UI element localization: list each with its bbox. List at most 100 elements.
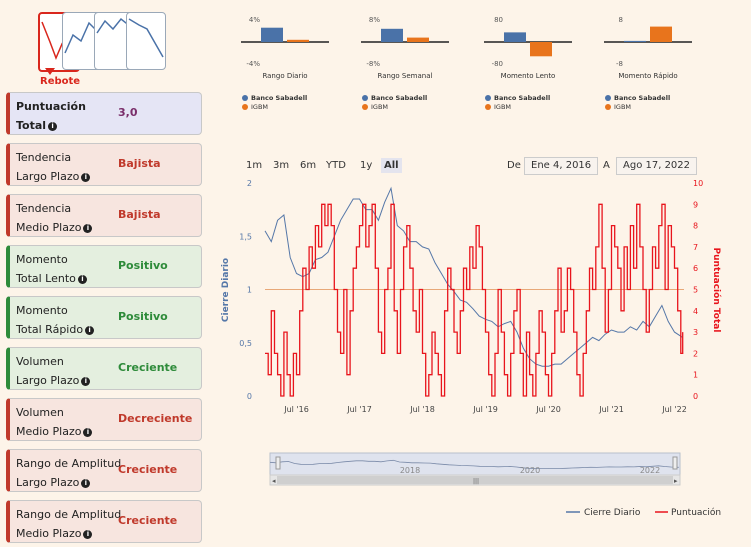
ytick-right: 6 — [693, 264, 698, 273]
info-icon[interactable]: i — [83, 427, 93, 437]
info-icon[interactable]: i — [81, 172, 91, 182]
indicator-card-label: Volumen Medio Plazo i — [16, 403, 93, 441]
pattern-thumb-4[interactable] — [126, 12, 166, 70]
indicator-card-label-line2: Medio Plazo i — [16, 422, 93, 441]
info-icon[interactable]: i — [77, 274, 87, 284]
ytick-right: 9 — [693, 200, 698, 209]
ytick-right: 0 — [693, 392, 698, 401]
indicator-card-label-line2: Medio Plazo i — [16, 218, 93, 237]
navigator-label: 2018 — [400, 466, 420, 475]
pattern-thumb-3-graphic — [96, 17, 132, 34]
mini-ytick-top: 80 — [494, 16, 503, 24]
indicator-card-value: Positivo — [118, 310, 168, 323]
to-date-input[interactable]: Ago 17, 2022 — [616, 157, 698, 175]
indicator-card-label-line2: Medio Plazo i — [16, 524, 121, 543]
indicator-card[interactable]: Momento Total Lento i Positivo — [6, 245, 202, 288]
indicator-card-label-line1: Rango de Amplitud — [16, 508, 122, 521]
mini-bar-bank — [624, 40, 646, 42]
ytick-right: 5 — [693, 286, 698, 295]
indicator-card-label-line2: Largo Plazo i — [16, 473, 121, 492]
navigator-label: 2022 — [640, 466, 660, 475]
indicator-card-label-line2: Total i — [16, 116, 86, 135]
info-icon[interactable]: i — [83, 529, 93, 539]
mini-chart-rango-diario: 4% -4% Rango Diario Banco Sabadell IGBM — [225, 8, 333, 118]
indicator-card-label: Rango de Amplitud Largo Plazo i — [16, 454, 121, 492]
ytick-right: 7 — [693, 243, 698, 252]
info-icon[interactable]: i — [81, 478, 91, 488]
pattern-thumb-2-graphic — [64, 21, 100, 54]
mini-legend-marker — [605, 95, 611, 101]
range-btn-ytd[interactable]: YTD — [326, 160, 346, 171]
info-icon[interactable]: i — [81, 376, 91, 386]
mini-legend-marker — [605, 104, 611, 110]
info-icon[interactable]: i — [83, 223, 93, 233]
xtick-label: Jul '21 — [598, 405, 624, 414]
indicator-card-value: Creciente — [118, 463, 178, 476]
xtick-label: Jul '22 — [661, 405, 687, 414]
indicator-card-label-line1: Tendencia — [16, 202, 72, 215]
indicator-card[interactable]: Volumen Medio Plazo i Decreciente — [6, 398, 202, 441]
mini-bar-index — [530, 42, 552, 57]
indicator-card-label-line1: Tendencia — [16, 151, 72, 164]
indicator-card-value: Bajista — [118, 157, 161, 170]
range-btn-all[interactable]: All — [381, 158, 402, 173]
indicator-card[interactable]: Rango de Amplitud Largo Plazo i Creciente — [6, 449, 202, 492]
ytick-right: 4 — [693, 307, 698, 316]
indicator-card[interactable]: Tendencia Medio Plazo i Bajista — [6, 194, 202, 237]
mini-ytick-bottom: -8% — [366, 60, 380, 68]
indicator-card-label: Puntuación Total i — [16, 97, 86, 135]
indicator-card[interactable]: Rango de Amplitud Medio Plazo i Creciente — [6, 500, 202, 543]
ytick-left: 2 — [247, 179, 252, 188]
info-icon[interactable]: i — [48, 121, 58, 131]
to-date-label: A — [603, 160, 610, 171]
mini-chart-momento-lento: 80 -80 Momento Lento Banco Sabadell IGBM — [468, 8, 576, 118]
mini-legend-label: Banco Sabadell — [251, 94, 307, 102]
mini-legend-label: IGBM — [251, 103, 268, 111]
mini-legend-label: IGBM — [614, 103, 631, 111]
indicator-card-value: Creciente — [118, 361, 178, 374]
ytick-left: 0,5 — [239, 339, 252, 348]
xtick-label: Jul '20 — [535, 405, 561, 414]
indicator-card-value: Bajista — [118, 208, 161, 221]
navigator-scrollbar — [269, 474, 681, 486]
indicator-card-label-line1: Momento — [16, 304, 68, 317]
range-btn-1y[interactable]: 1y — [360, 160, 373, 171]
mini-legend-label: Banco Sabadell — [614, 94, 670, 102]
series-cierre-diario — [264, 186, 683, 367]
indicator-card-label-line2: Largo Plazo i — [16, 371, 91, 390]
indicator-card-value: 3,0 — [118, 106, 138, 119]
indicator-card-label-line2: Total Lento i — [16, 269, 87, 288]
from-date-input[interactable]: Ene 4, 2016 — [524, 157, 599, 175]
ytick-left: 1,5 — [239, 232, 252, 241]
indicator-card-label: Momento Total Rápido i — [16, 301, 95, 339]
mini-chart-momento-rapido: 8 -8 Momento Rápido Banco Sabadell IGBM — [588, 8, 696, 118]
indicator-card[interactable]: Momento Total Rápido i Positivo — [6, 296, 202, 339]
range-btn-3m[interactable]: 3m — [273, 160, 290, 171]
indicator-card[interactable]: Puntuación Total i 3,0 — [6, 92, 202, 135]
mini-chart-title: Momento Lento — [501, 72, 556, 80]
indicator-card-label: Momento Total Lento i — [16, 250, 87, 288]
range-btn-1m[interactable]: 1m — [246, 160, 263, 171]
scroll-right-icon: ▸ — [674, 477, 678, 485]
mini-legend-marker — [242, 95, 248, 101]
ytick-right: 10 — [693, 179, 703, 188]
navigator-scrollbar-thumb — [277, 476, 673, 484]
mini-bar-index — [650, 26, 672, 42]
info-icon[interactable]: i — [85, 325, 95, 335]
mini-legend-marker — [362, 104, 368, 110]
mini-ytick-top: 4% — [249, 16, 260, 24]
indicator-card[interactable]: Volumen Largo Plazo i Creciente — [6, 347, 202, 390]
yaxis-label-left: Cierre Diario — [221, 258, 231, 322]
range-btn-6m[interactable]: 6m — [300, 160, 317, 171]
mini-bar-index — [407, 37, 429, 42]
indicator-card-label-line1: Puntuación — [16, 100, 86, 113]
navigator-series — [269, 459, 679, 470]
indicator-card-label-line1: Rango de Amplitud — [16, 457, 122, 470]
scroll-left-icon: ◂ — [272, 477, 276, 485]
mini-legend-marker — [362, 95, 368, 101]
indicator-card[interactable]: Tendencia Largo Plazo i Bajista — [6, 143, 202, 186]
indicator-card-label: Rango de Amplitud Medio Plazo i — [16, 505, 121, 543]
indicator-card-label-line1: Momento — [16, 253, 68, 266]
from-date-label: De — [507, 160, 521, 171]
mini-legend-marker — [485, 95, 491, 101]
